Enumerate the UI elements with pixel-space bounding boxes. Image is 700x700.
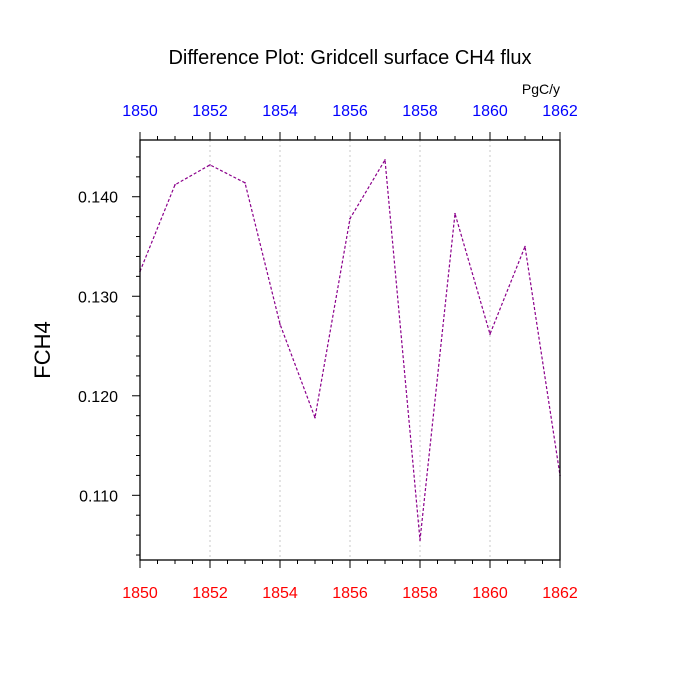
ytick-label-0.120: 0.120	[78, 389, 118, 406]
data-point-1851	[174, 183, 176, 186]
data-point-1859	[454, 212, 456, 215]
xtick-label-top-1856: 1856	[332, 103, 368, 120]
xtick-label-bottom-1856: 1856	[332, 585, 368, 602]
chart-title: Difference Plot: Gridcell surface CH4 fl…	[168, 47, 531, 69]
ytick-label-0.140: 0.140	[78, 190, 118, 207]
data-point-1857	[384, 159, 386, 161]
xtick-label-top-1862: 1862	[542, 103, 578, 120]
data-point-1860	[489, 333, 491, 335]
xtick-label-top-1850: 1850	[122, 103, 158, 120]
xtick-label-bottom-1854: 1854	[262, 585, 298, 602]
y-axis-label: FCH4	[30, 321, 55, 378]
xtick-label-bottom-1852: 1852	[192, 585, 228, 602]
data-point-1858	[419, 539, 421, 541]
xtick-label-bottom-1860: 1860	[472, 585, 508, 602]
data-point-1861	[524, 245, 526, 248]
xtick-label-bottom-1850: 1850	[122, 585, 158, 602]
plot-frame	[139, 139, 561, 561]
tick-label-layer: 1850 1852 1854 1856 1858 1860 1862 1850 1852 1854…	[78, 103, 578, 602]
xtick-label-top-1858: 1858	[402, 103, 438, 120]
data-point-1855	[314, 416, 316, 419]
units-label: PgC/y	[522, 81, 560, 97]
data-point-1854	[279, 323, 281, 325]
data-point-1856	[349, 217, 351, 220]
xtick-label-top-1860: 1860	[472, 103, 508, 120]
grid-layer	[209, 140, 491, 560]
ytick-label-0.110: 0.110	[79, 488, 118, 505]
tick-layer	[132, 132, 561, 568]
data-point-1852	[209, 164, 211, 166]
xtick-label-top-1852: 1852	[192, 103, 228, 120]
xtick-label-top-1854: 1854	[262, 103, 298, 120]
data-point-1853	[244, 181, 246, 184]
xtick-label-bottom-1858: 1858	[402, 585, 438, 602]
ytick-label-0.130: 0.130	[78, 289, 118, 306]
xtick-label-bottom-1862: 1862	[542, 585, 578, 602]
